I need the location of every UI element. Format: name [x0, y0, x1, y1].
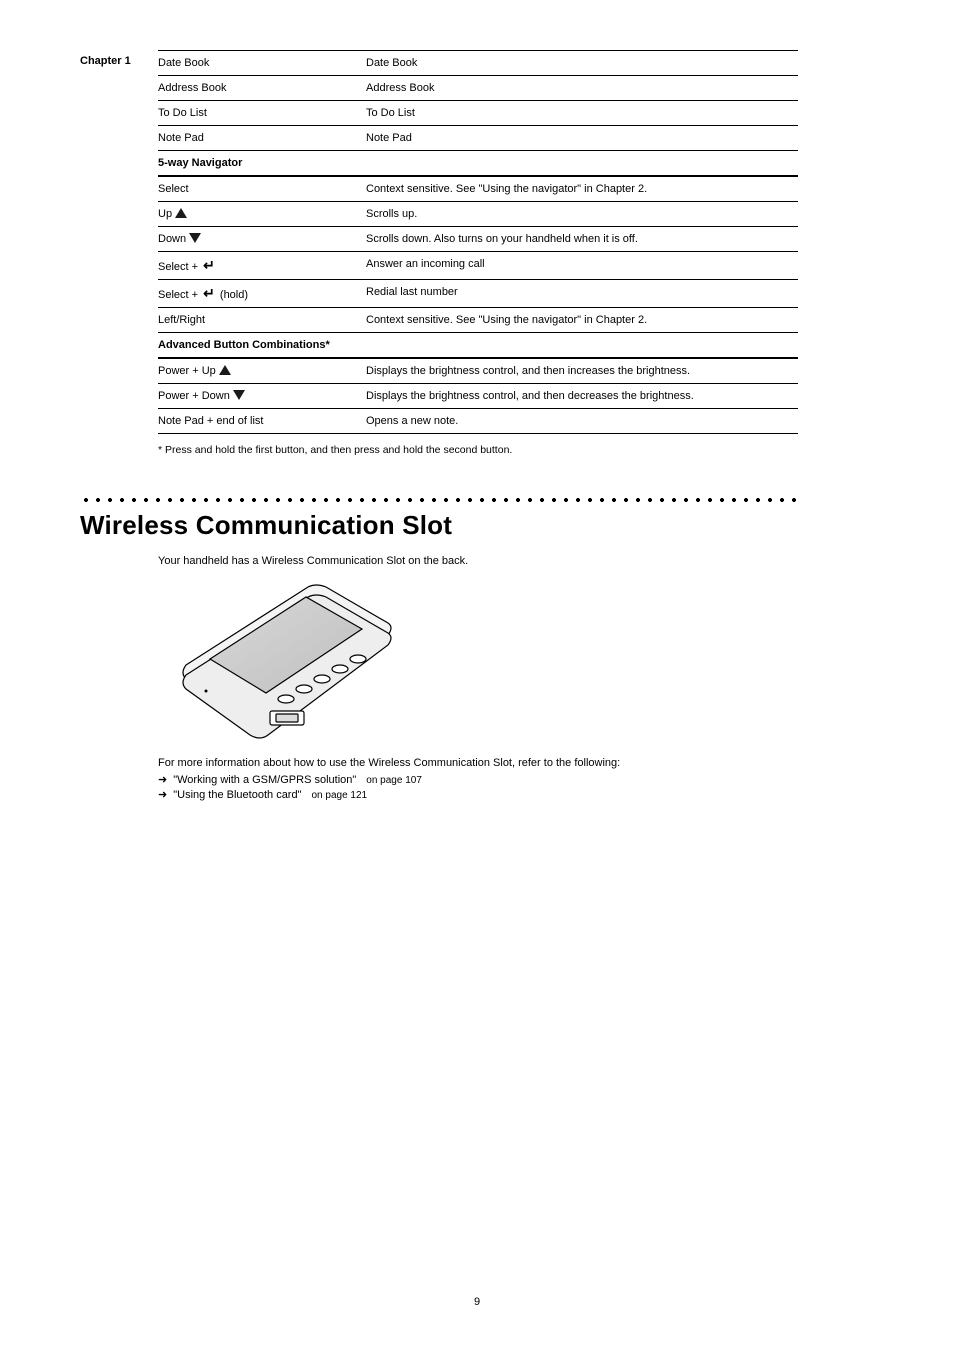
table-row: Select + ↵Answer an incoming call [158, 252, 798, 280]
table-cell-value: Answer an incoming call [358, 252, 798, 279]
howto-link-label: "Working with a GSM/GPRS solution" [173, 774, 356, 786]
table-row: Note PadNote Pad [158, 126, 798, 151]
table-cell-key: Address Book [158, 76, 358, 100]
table-row: Power + Down Displays the brightness con… [158, 384, 798, 409]
table-row: Advanced Button Combinations* [158, 333, 798, 359]
howto-link-page: on page 121 [312, 790, 368, 801]
table-cell-key: Note Pad + end of list [158, 409, 358, 433]
table-cell-value: Displays the brightness control, and the… [358, 384, 798, 408]
howto-link-page: on page 107 [366, 775, 422, 786]
down-icon [233, 390, 245, 400]
howto-links: ➜ "Working with a GSM/GPRS solution" on pa… [158, 773, 798, 801]
table-row: Left/RightContext sensitive. See "Using … [158, 308, 798, 333]
figure-caption: Your handheld has a Wireless Communicati… [158, 555, 798, 567]
table-cell-key: 5-way Navigator [158, 151, 358, 175]
enter-icon: ↵ [201, 258, 217, 272]
table-row: Address BookAddress Book [158, 76, 798, 101]
table-cell-key: To Do List [158, 101, 358, 125]
table-cell-value: Scrolls up. [358, 202, 798, 226]
table-cell-value: Opens a new note. [358, 409, 798, 433]
table-row: Down Scrolls down. Also turns on your ha… [158, 227, 798, 252]
table-cell-key: Select [158, 177, 358, 201]
howto-link: ➜ "Using the Bluetooth card" on page 121 [158, 788, 798, 801]
page-number: 9 [0, 1296, 954, 1308]
table-cell-key: Advanced Button Combinations* [158, 333, 358, 357]
howto-link: ➜ "Working with a GSM/GPRS solution" on pa… [158, 773, 798, 786]
table-row: Power + Up Displays the brightness contr… [158, 359, 798, 384]
section-title: Wireless Communication Slot [80, 510, 889, 541]
figure-block: Your handheld has a Wireless Communicati… [158, 555, 798, 801]
up-icon [175, 208, 187, 218]
arrow-icon: ➜ [158, 788, 167, 801]
table-cell-value [358, 333, 798, 357]
button-mapping-table: Date BookDate BookAddress BookAddress Bo… [158, 50, 798, 434]
howto-link-label: "Using the Bluetooth card" [173, 789, 301, 801]
device-illustration [158, 575, 398, 745]
table-cell-key: Up [158, 202, 358, 226]
table-cell-key: Select + ↵ (hold) [158, 280, 358, 307]
table-cell-key: Note Pad [158, 126, 358, 150]
table-row: Note Pad + end of listOpens a new note. [158, 409, 798, 434]
table-cell-value: Context sensitive. See "Using the naviga… [358, 177, 798, 201]
down-icon [189, 233, 201, 243]
table-row: SelectContext sensitive. See "Using the … [158, 177, 798, 202]
howto-text: For more information about how to use th… [158, 757, 798, 769]
table-cell-key: Left/Right [158, 308, 358, 332]
arrow-icon: ➜ [158, 773, 167, 786]
chapter-label: Chapter 1 [80, 55, 140, 67]
table-row: 5-way Navigator [158, 151, 798, 177]
table-cell-value [358, 151, 798, 175]
table-cell-value: Address Book [358, 76, 798, 100]
table-cell-value: Redial last number [358, 280, 798, 307]
table-cell-value: Scrolls down. Also turns on your handhel… [358, 227, 798, 251]
table-cell-value: Context sensitive. See "Using the naviga… [358, 308, 798, 332]
table-cell-value: Displays the brightness control, and the… [358, 359, 798, 383]
table-row: To Do ListTo Do List [158, 101, 798, 126]
table-row: Select + ↵ (hold)Redial last number [158, 280, 798, 308]
table-footnote: * Press and hold the first button, and t… [158, 444, 798, 458]
up-icon [219, 365, 231, 375]
table-row: Date BookDate Book [158, 51, 798, 76]
table-cell-key: Power + Up [158, 359, 358, 383]
section-divider-dots [80, 496, 800, 504]
table-cell-key: Down [158, 227, 358, 251]
table-cell-key: Select + ↵ [158, 252, 358, 279]
table-cell-key: Date Book [158, 51, 358, 75]
table-cell-value: Date Book [358, 51, 798, 75]
table-cell-value: Note Pad [358, 126, 798, 150]
table-cell-key: Power + Down [158, 384, 358, 408]
table-row: Up Scrolls up. [158, 202, 798, 227]
table-cell-value: To Do List [358, 101, 798, 125]
enter-icon: ↵ [201, 286, 217, 300]
